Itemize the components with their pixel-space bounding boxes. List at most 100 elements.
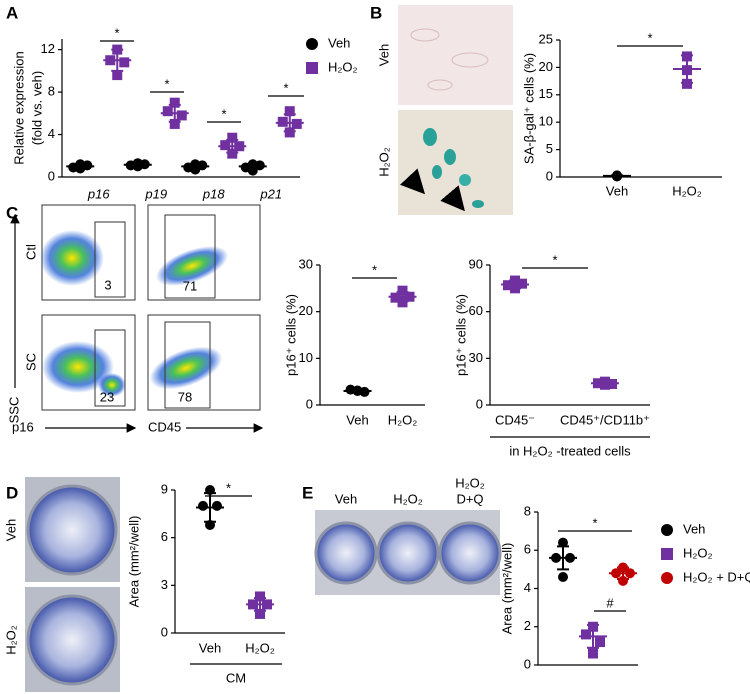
y-tick-label: 15	[539, 86, 553, 101]
error-bar	[509, 279, 521, 290]
error-bar	[599, 380, 611, 386]
well-images-e	[314, 510, 502, 595]
y-tick-label: 60	[469, 303, 483, 318]
x-tick-label: H₂O₂	[388, 412, 418, 427]
y-tick-label: 20	[299, 303, 313, 318]
x-tick-label: Veh	[346, 412, 368, 427]
image-label: Veh	[335, 491, 357, 506]
data-point	[277, 116, 288, 127]
axis-label: CD45	[148, 419, 181, 434]
significance-mark: *	[372, 262, 377, 277]
image-label: H₂O₂	[3, 625, 18, 655]
significance-mark: *	[552, 252, 557, 267]
y-tick-label: 3	[161, 577, 168, 592]
y-tick-label: 6	[524, 542, 531, 557]
y-tick-label: 90	[469, 256, 483, 271]
y-tick-label: 2	[524, 618, 531, 633]
panel-label: C	[6, 203, 18, 222]
x-tick-label: H₂O₂	[672, 183, 702, 198]
x-tick-label: Veh	[606, 183, 628, 198]
data-point	[284, 127, 295, 138]
data-point	[682, 78, 692, 89]
error-bar	[617, 566, 629, 580]
y-tick-label: 25	[539, 31, 553, 46]
x-tick-label: Veh	[199, 640, 221, 655]
x-tick-label: p16	[87, 186, 110, 201]
image-label: H₂O₂	[393, 491, 423, 506]
legend-marker	[306, 38, 318, 50]
y-tick-label: 30	[469, 350, 483, 365]
error-bar	[111, 48, 124, 72]
legend-marker	[661, 548, 673, 560]
error-bar	[204, 492, 216, 523]
y-tick-label: 0	[48, 168, 55, 183]
data-point	[581, 629, 591, 640]
data-point	[212, 500, 222, 511]
y-tick-label: 0	[306, 396, 313, 411]
significance-mark: *	[114, 25, 119, 40]
y-tick-label: 6	[161, 529, 168, 544]
x-tick-label: p19	[144, 186, 167, 201]
y-tick-label: 8	[524, 503, 531, 518]
micrograph-h2o2	[398, 110, 513, 215]
y-axis-label: Relative expression	[11, 51, 26, 164]
data-point	[255, 608, 265, 619]
data-point	[112, 70, 123, 81]
data-point	[227, 132, 238, 143]
gate-value: 78	[178, 389, 192, 404]
y-axis-label: (fold vs. veh)	[29, 71, 44, 145]
y-tick-label: 4	[524, 580, 531, 595]
legend-marker	[661, 524, 673, 536]
image-label: Veh	[376, 44, 391, 66]
error-bar	[557, 545, 569, 571]
y-tick-label: 4	[48, 126, 55, 141]
error-bar	[681, 54, 693, 84]
significance-mark: #	[606, 595, 614, 610]
error-bar	[254, 597, 266, 612]
row-label: Ctl	[23, 244, 38, 260]
panel-label: B	[370, 3, 382, 22]
error-bar	[396, 291, 409, 303]
data-point	[397, 285, 408, 296]
x-axis-label: CM	[226, 670, 246, 685]
significance-mark: *	[647, 30, 652, 45]
image-label: H₂O₂	[455, 475, 485, 490]
axis-label: SSC	[6, 397, 21, 424]
error-bar	[283, 113, 296, 133]
y-tick-label: 0	[546, 168, 553, 183]
y-axis-label: Area (mm²/well)	[499, 543, 514, 635]
image-label: D+Q	[456, 491, 483, 506]
x-tick-label: p18	[202, 186, 225, 201]
y-tick-label: 9	[161, 481, 168, 496]
image-label: Veh	[3, 519, 18, 541]
gate-value: 23	[100, 389, 114, 404]
error-bar	[131, 162, 144, 167]
well-images-d	[25, 477, 120, 692]
significance-mark: *	[164, 76, 169, 91]
y-axis-label: p16⁺ cells (%)	[283, 294, 298, 376]
x-tick-label: H₂O₂	[245, 640, 275, 655]
image-label: H₂O₂	[376, 147, 391, 177]
error-bar	[226, 138, 239, 154]
data-point	[291, 118, 302, 129]
flow-plots	[40, 204, 261, 411]
data-point	[255, 591, 265, 602]
data-point	[169, 118, 180, 129]
data-point	[558, 537, 568, 548]
y-tick-label: 10	[539, 114, 553, 129]
data-point	[588, 648, 598, 659]
legend-label: H₂O₂	[328, 59, 358, 74]
gate-value: 71	[183, 278, 197, 293]
legend-marker	[306, 62, 318, 74]
legend-label: Veh	[683, 521, 705, 536]
y-tick-label: 20	[539, 59, 553, 74]
data-point	[595, 637, 605, 648]
y-tick-label: 0	[161, 624, 168, 639]
legend-label: H₂O₂ + D+Q	[683, 569, 750, 584]
significance-mark: *	[221, 106, 226, 121]
row-label: SC	[23, 353, 38, 371]
x-tick-label: p21	[259, 186, 282, 201]
error-bar	[189, 163, 202, 170]
panel-label: E	[302, 483, 313, 502]
significance-mark: *	[226, 480, 231, 495]
